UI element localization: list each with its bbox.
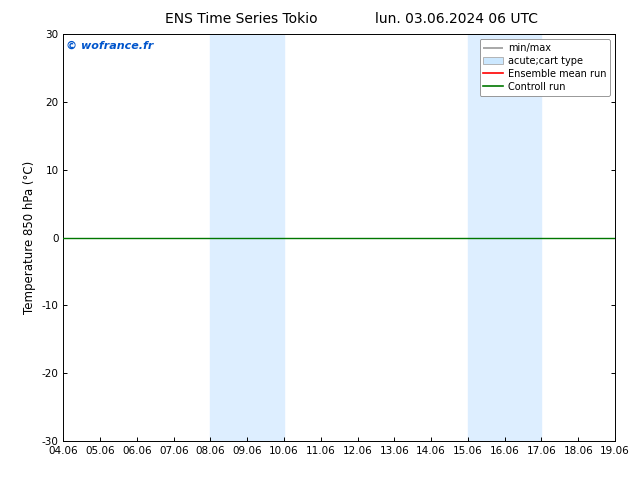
Bar <box>468 34 505 441</box>
Text: ENS Time Series Tokio: ENS Time Series Tokio <box>165 12 317 26</box>
Bar <box>505 34 541 441</box>
Bar <box>247 34 284 441</box>
Text: © wofrance.fr: © wofrance.fr <box>66 40 153 50</box>
Legend: min/max, acute;cart type, Ensemble mean run, Controll run: min/max, acute;cart type, Ensemble mean … <box>479 39 610 96</box>
Y-axis label: Temperature 850 hPa (°C): Temperature 850 hPa (°C) <box>23 161 36 314</box>
Bar <box>210 34 247 441</box>
Text: lun. 03.06.2024 06 UTC: lun. 03.06.2024 06 UTC <box>375 12 538 26</box>
